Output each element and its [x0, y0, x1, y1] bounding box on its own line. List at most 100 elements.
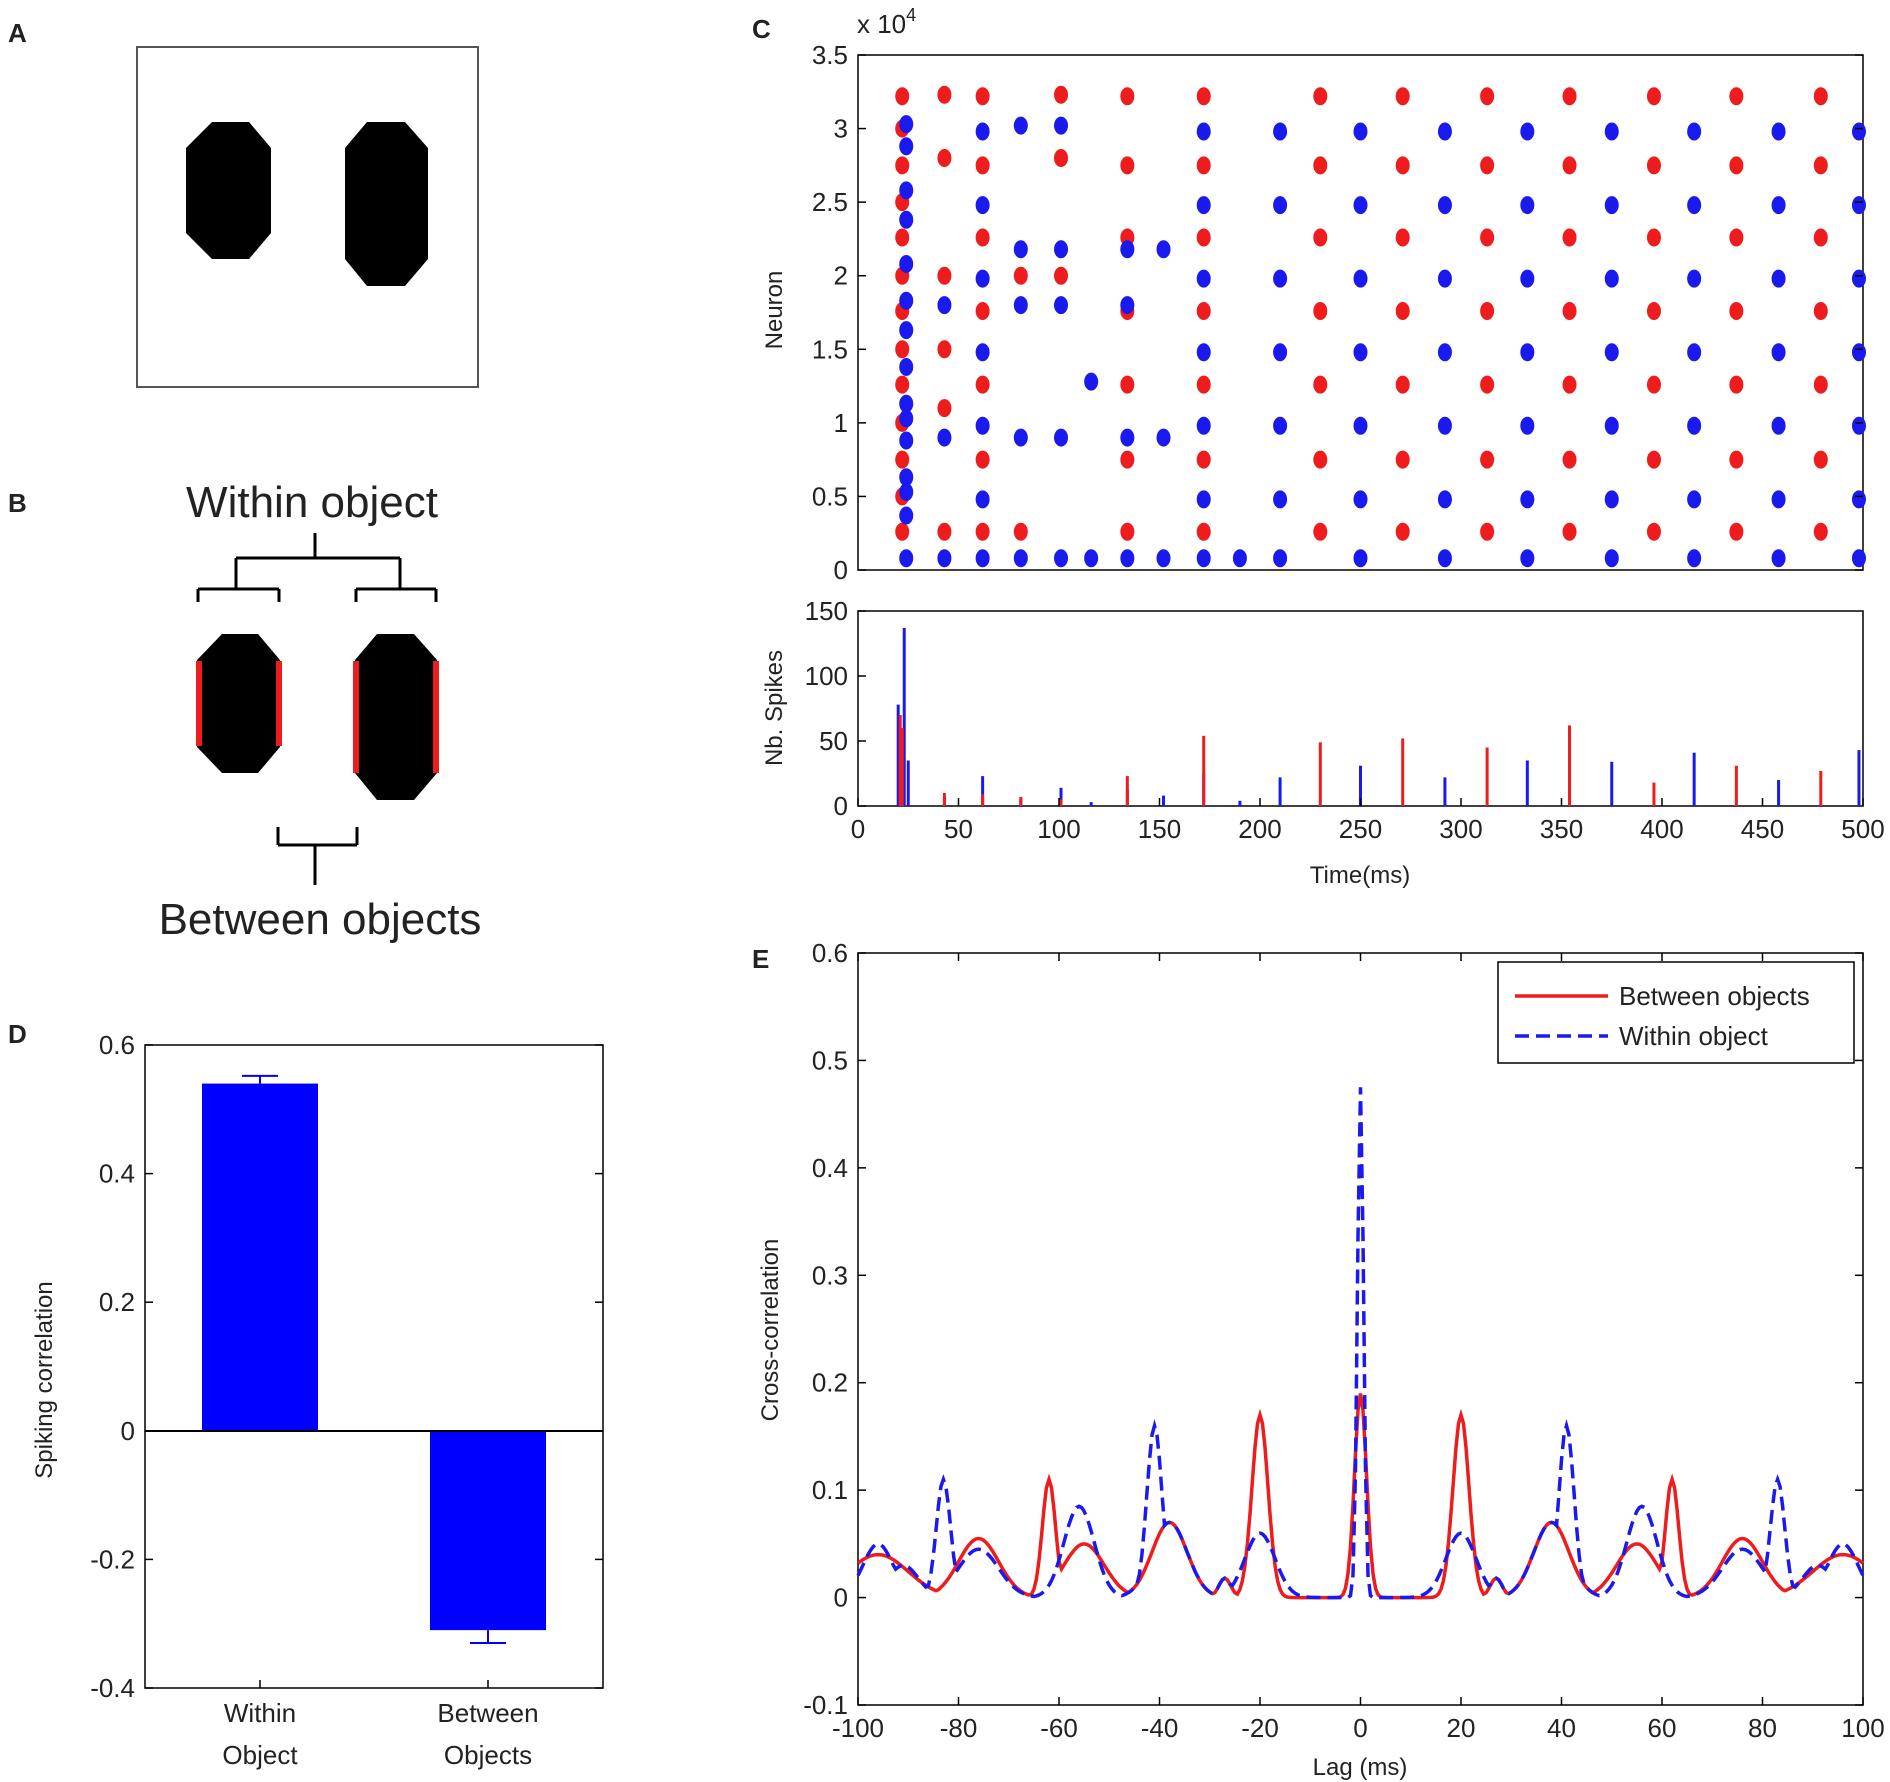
d-ytick-label: 0.6: [99, 1030, 135, 1060]
raster-spike-blue: [899, 409, 914, 428]
raster-axes-frame: [857, 54, 1864, 571]
histogram-bar-blue: [1443, 777, 1447, 806]
raster-spike-blue: [1771, 122, 1786, 141]
raster-spike-blue: [1771, 416, 1786, 435]
raster-spike-red: [1313, 228, 1328, 247]
raster-spike-blue: [1437, 549, 1452, 568]
panel-d-bar-chart: -0.4 -0.2 0 0.2 0.4 0.6 Within Object Between…: [31, 1030, 604, 1770]
histogram-ytick-label: 150: [805, 596, 848, 626]
raster-spike-red: [1196, 302, 1211, 321]
between-bracket: [276, 827, 359, 885]
e-ytick-label: 0.3: [812, 1260, 848, 1290]
histogram-bar-blue: [902, 627, 906, 806]
histogram-bar-blue: [1278, 777, 1282, 806]
e-legend: Between objects Within object: [1497, 961, 1855, 1064]
raster-spike-blue: [1054, 116, 1069, 135]
d-axes-frame: [144, 1044, 604, 1689]
raster-spike-red: [1013, 522, 1028, 541]
raster-spike-blue: [1851, 549, 1866, 568]
raster-spike-red: [1196, 375, 1211, 394]
histogram-bar-red: [942, 793, 946, 806]
raster-spike-red: [1646, 228, 1661, 247]
raster-ytick-label: 3: [834, 114, 848, 144]
raster-spike-red: [1054, 85, 1069, 104]
raster-spike-red: [1013, 266, 1028, 285]
raster-spike-blue: [975, 269, 990, 288]
raster-spike-blue: [1273, 269, 1288, 288]
histogram-bar-red: [1819, 770, 1823, 806]
object-left-b: [197, 634, 280, 773]
e-xtick-label: -60: [1040, 1713, 1078, 1743]
raster-spike-red: [1480, 87, 1495, 106]
raster-spike-blue: [1604, 490, 1619, 509]
histogram-xtick-label: 150: [1138, 814, 1181, 844]
object-left: [186, 122, 271, 259]
raster-exponent-base: x 10: [857, 9, 906, 39]
raster-spike-blue: [1437, 416, 1452, 435]
e-xtick-label: 80: [1748, 1713, 1777, 1743]
histogram-bar-red: [1734, 765, 1738, 806]
d-bar: [202, 1083, 318, 1431]
raster-spike-blue: [1353, 343, 1368, 362]
raster-spike-blue: [1520, 196, 1535, 215]
raster-spike-red: [1120, 156, 1135, 175]
raster-spike-blue: [1353, 416, 1368, 435]
d-category-label-2b: Objects: [444, 1740, 532, 1770]
raster-spike-red: [1120, 375, 1135, 394]
raster-spike-blue: [937, 296, 952, 315]
d-bar: [430, 1430, 546, 1631]
raster-spike-blue: [1273, 343, 1288, 362]
between-objects-label: Between objects: [159, 895, 482, 944]
raster-spike-blue: [899, 357, 914, 376]
raster-spike-red: [937, 149, 952, 167]
histogram-xtick-label: 50: [944, 814, 973, 844]
e-ytick-label: 0.1: [812, 1475, 848, 1505]
raster-spike-red: [1313, 522, 1328, 541]
raster-spike-blue: [1353, 269, 1368, 288]
raster-spike-red: [895, 156, 910, 175]
raster-spike-blue: [899, 483, 914, 502]
raster-spike-blue: [1013, 296, 1028, 315]
d-bars: [202, 1074, 546, 1644]
panel-c-raster: 0 0.5 1 1.5 2 2.5 3 3.5 x 104 Neuron: [761, 5, 1866, 585]
raster-exponent-sup: 4: [906, 5, 916, 25]
raster-spike-blue: [1273, 196, 1288, 215]
raster-spike-blue: [1437, 269, 1452, 288]
raster-spike-red: [1054, 266, 1069, 285]
raster-spike-red: [1813, 450, 1828, 469]
raster-spike-blue: [1851, 490, 1866, 509]
panel-e-line-chart: -100 -80 -60 -40 -20 0 20 40 60 80 100 -0.1 0 0.1 0.2 0…: [757, 938, 1885, 1781]
raster-spike-blue: [899, 210, 914, 229]
raster-spike-blue: [1120, 296, 1135, 315]
raster-spike-red: [1646, 156, 1661, 175]
raster-exponent-label: x 104: [857, 5, 916, 39]
panel-c-histogram: 0 50 100 150 200 250 300 350 400 450 500050100150 …: [761, 596, 1885, 889]
raster-spike-red: [937, 399, 952, 418]
histogram-bar-red: [1318, 742, 1322, 806]
between-objects-line: [856, 1393, 1865, 1600]
raster-spike-blue: [1196, 196, 1211, 215]
raster-spike-blue: [1196, 343, 1211, 362]
raster-spike-blue: [1054, 296, 1069, 315]
raster-spike-blue: [1687, 122, 1702, 141]
raster-spike-blue: [899, 321, 914, 340]
histogram-bar-red: [900, 728, 904, 806]
histogram-xtick-label: 250: [1339, 814, 1382, 844]
raster-spike-blue: [1520, 416, 1535, 435]
raster-y-ticks: 0 0.5 1 1.5 2 2.5 3 3.5: [812, 40, 1863, 585]
raster-spike-blue: [1437, 196, 1452, 215]
d-ytick-label: 0.2: [99, 1287, 135, 1317]
raster-ytick-label: 2: [834, 261, 848, 291]
raster-spike-red: [1196, 522, 1211, 541]
histogram-bar-blue: [1610, 761, 1614, 806]
histogram-xtick-label: 500: [1841, 814, 1884, 844]
raster-spike-red: [1729, 375, 1744, 394]
raster-spike-blue: [1687, 343, 1702, 362]
panel-letter-e: E: [752, 944, 769, 974]
raster-spike-blue: [975, 343, 990, 362]
raster-spike-blue: [1771, 549, 1786, 568]
histogram-bar-blue: [1059, 787, 1063, 806]
raster-spike-blue: [1604, 549, 1619, 568]
raster-spike-blue: [1084, 372, 1099, 391]
e-ytick-label: 0.5: [812, 1045, 848, 1075]
